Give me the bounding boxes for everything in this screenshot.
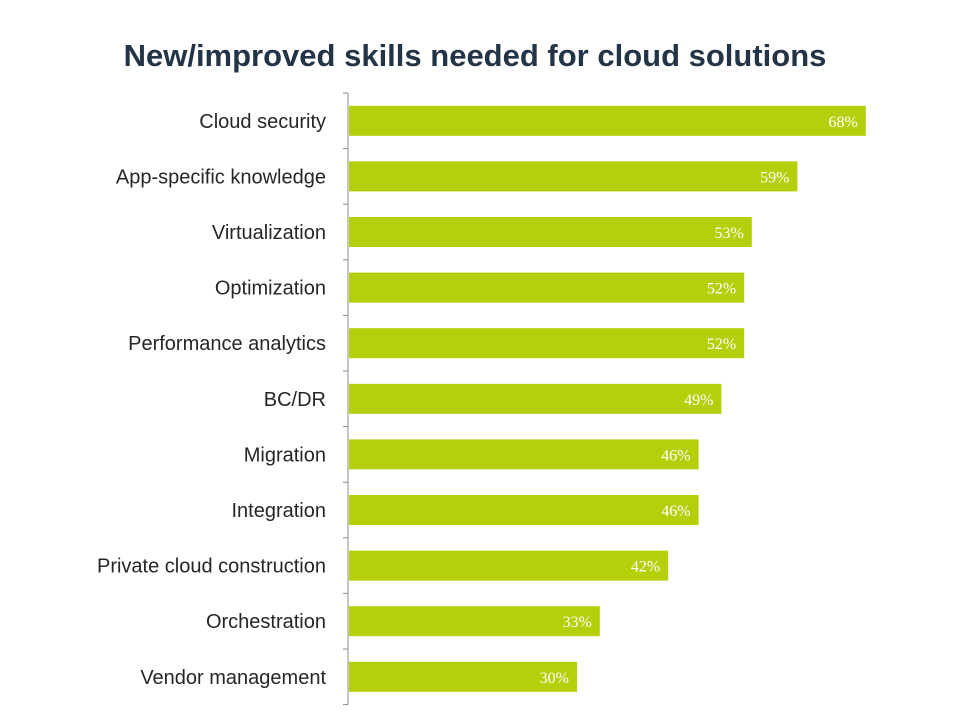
category-label: Virtualization — [212, 222, 326, 244]
category-label: Optimization — [215, 278, 326, 300]
data-label: 53% — [714, 225, 743, 242]
data-label: 68% — [828, 114, 857, 131]
data-label: 52% — [707, 336, 736, 353]
category-label: Performance analytics — [128, 333, 326, 355]
bar — [349, 495, 699, 525]
bar — [349, 272, 745, 303]
bar — [349, 550, 669, 581]
category-label: Migration — [244, 444, 326, 466]
bar — [349, 606, 600, 637]
category-label: Private cloud construction — [97, 556, 326, 578]
data-label: 46% — [661, 503, 690, 520]
category-label: Orchestration — [206, 611, 326, 633]
data-label: 59% — [760, 169, 789, 186]
bar — [349, 105, 866, 136]
category-label: App-specific knowledge — [116, 166, 326, 188]
bar — [349, 328, 745, 359]
bar — [349, 383, 722, 414]
category-label: Cloud security — [199, 111, 326, 133]
bar — [349, 161, 798, 192]
data-label: 42% — [631, 559, 660, 576]
data-label: 33% — [562, 614, 591, 631]
data-label: 52% — [707, 281, 736, 298]
bar — [349, 661, 577, 692]
chart-title: New/improved skills needed for cloud sol… — [123, 38, 827, 73]
bar — [349, 217, 752, 247]
data-label: 30% — [540, 670, 569, 687]
data-label: 46% — [661, 447, 690, 464]
category-label: Vendor management — [140, 667, 326, 689]
category-label: BC/DR — [264, 389, 326, 411]
data-label: 49% — [684, 392, 713, 409]
bar — [349, 439, 699, 470]
category-label: Integration — [231, 500, 326, 522]
